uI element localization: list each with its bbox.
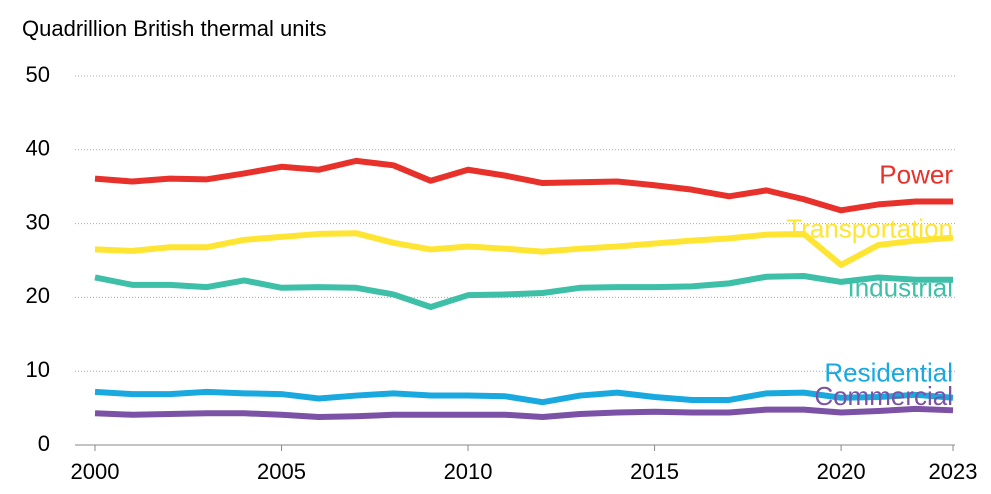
series-line (94, 157, 953, 214)
series-label: Residential (824, 358, 953, 388)
y-tick-label: 0 (38, 431, 50, 456)
chart-title: Quadrillion British thermal units (22, 16, 326, 41)
y-tick-label: 40 (26, 136, 50, 161)
y-tick-label: 20 (26, 283, 50, 308)
y-tick-label: 50 (26, 62, 50, 87)
series-line (94, 230, 954, 268)
x-tick-label: 2020 (817, 459, 866, 484)
x-tick-label: 2010 (444, 459, 493, 484)
series-label: Transportation (786, 213, 953, 243)
x-tick-label: 2023 (929, 459, 978, 484)
series-line (94, 272, 953, 310)
series-line (94, 405, 954, 420)
y-tick-label: 30 (26, 209, 50, 234)
series-label: Commercial (814, 381, 953, 411)
series-label: Power (879, 159, 953, 189)
y-tick-label: 10 (26, 357, 50, 382)
x-tick-label: 2000 (71, 459, 120, 484)
series-label: Industrial (848, 273, 954, 303)
x-tick-label: 2015 (630, 459, 679, 484)
x-tick-label: 2005 (257, 459, 306, 484)
series-line (94, 388, 954, 406)
